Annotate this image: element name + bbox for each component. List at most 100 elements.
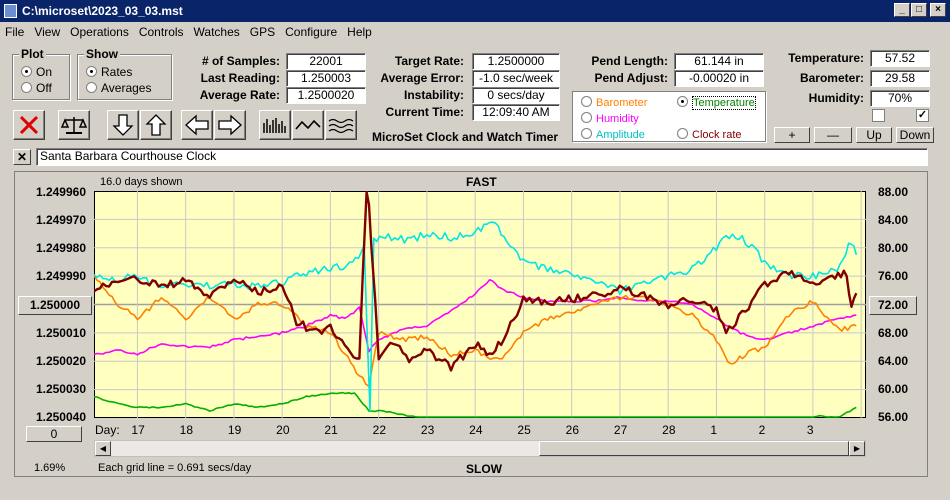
menu-file[interactable]: File (5, 25, 25, 39)
zero-button[interactable]: 0 (26, 426, 82, 442)
scroll-left-arrow[interactable]: ◀ (95, 441, 111, 456)
menu-configure[interactable]: Configure (285, 25, 338, 39)
radio-selected-icon (86, 66, 97, 77)
series-amplitude (94, 221, 858, 412)
menu-operations[interactable]: Operations (70, 25, 129, 39)
arrow-right-icon (218, 114, 242, 136)
up-button[interactable]: Up (856, 127, 892, 143)
humidity-label: Humidity: (808, 91, 864, 105)
close-icon: ✕ (16, 150, 28, 164)
calibrate-button[interactable] (58, 110, 90, 140)
y-right-tick: 84.00 (877, 213, 908, 227)
instability-field: 0 secs/day (472, 87, 560, 104)
pend-adjust-label: Pend Adjust: (594, 71, 668, 85)
plot-group: Plot On Off (12, 47, 70, 100)
x-axis-label: Day: (95, 423, 120, 437)
menu-help[interactable]: Help (347, 25, 372, 39)
triangle-right-icon: ▶ (853, 444, 861, 453)
x-tick-label: 25 (517, 423, 531, 437)
x-tick-label: 27 (613, 423, 628, 437)
radio-empty-icon (581, 112, 592, 123)
plus-button[interactable]: + (774, 127, 810, 143)
plot-off-radio[interactable]: Off (21, 81, 52, 95)
radio-empty-icon (21, 82, 32, 93)
radio-selected-icon (21, 66, 32, 77)
line-graph-button[interactable] (292, 110, 324, 140)
plot-on-radio[interactable]: On (21, 65, 52, 79)
sensor-amplitude-radio[interactable]: Amplitude (581, 128, 645, 141)
y-left-tick: 1.250030 (35, 382, 86, 396)
sensor-humidity-radio[interactable]: Humidity (581, 112, 639, 125)
line-wave-icon (295, 119, 321, 130)
rate-chart (94, 191, 866, 418)
bar-chart-icon (263, 118, 286, 133)
series-clock-rate (94, 191, 858, 372)
title-bar: C:\microset\2023_03_03.mst _ □ × (0, 0, 950, 22)
current-time-label: Current Time: (385, 105, 464, 119)
barometer-field: 29.58 (870, 70, 930, 87)
show-averages-radio[interactable]: Averages (86, 81, 151, 95)
clock-name-field[interactable]: Santa Barbara Courthouse Clock (36, 148, 928, 166)
y-right-tick: 80.00 (877, 241, 908, 255)
sensor-temperature-radio[interactable]: Temperature (677, 96, 756, 110)
x-tick-label: 28 (662, 423, 676, 437)
y-left-tick: 1.249960 (35, 185, 86, 199)
app-subtitle: MicroSet Clock and Watch Timer (372, 130, 559, 144)
menu-controls[interactable]: Controls (138, 25, 184, 39)
x-tick-label: 3 (806, 423, 814, 437)
temperature-field: 57.52 (870, 50, 930, 67)
x-tick-label: 24 (469, 423, 483, 437)
sensor-clock-rate-label: Clock rate (692, 129, 742, 141)
show-rates-label: Rates (101, 65, 133, 79)
sensor-amplitude-label: Amplitude (596, 129, 645, 141)
plot-group-label: Plot (19, 47, 46, 61)
sensor-barometer-radio[interactable]: Barometer (581, 96, 647, 109)
multi-graph-button[interactable] (325, 110, 357, 140)
clear-button[interactable] (13, 110, 45, 140)
minus-button[interactable]: — (814, 127, 852, 143)
current-time-field: 12:09:40 AM (472, 104, 560, 121)
down-button[interactable]: Down (896, 127, 934, 143)
clear-name-button[interactable]: ✕ (13, 149, 31, 165)
center-sensor-button[interactable]: 72.00 (869, 296, 917, 315)
menu-view[interactable]: View (34, 25, 61, 39)
center-rate-button[interactable]: 1.250000 (18, 296, 92, 315)
series-barometer (94, 274, 857, 387)
scroll-down-button[interactable] (107, 110, 139, 140)
average-error-field: -1.0 sec/week (472, 70, 560, 87)
checkbox-2[interactable]: ✓ (916, 109, 929, 122)
plot-on-label: On (36, 65, 53, 79)
bar-graph-button[interactable] (259, 110, 291, 140)
scrollbar-thumb[interactable] (539, 441, 849, 456)
y-left-tick: 1.249970 (35, 213, 86, 227)
menu-gps[interactable]: GPS (249, 25, 276, 39)
scroll-up-button[interactable] (140, 110, 172, 140)
pend-length-field: 61.144 in (674, 53, 764, 70)
show-group-label: Show (84, 47, 120, 61)
radio-empty-icon (677, 128, 688, 139)
last-reading-label: Last Reading: (200, 71, 280, 85)
x-tick-label: 20 (276, 423, 290, 437)
scroll-right-button[interactable] (214, 110, 246, 140)
minimize-button[interactable]: _ (894, 3, 910, 17)
y-left-tick: 1.250040 (35, 410, 86, 424)
slow-label: SLOW (466, 462, 502, 476)
maximize-button[interactable]: □ (911, 3, 927, 17)
plot-off-label: Off (36, 81, 52, 95)
checkbox-1[interactable] (872, 109, 885, 122)
menu-watches[interactable]: Watches (193, 25, 240, 39)
sensor-barometer-label: Barometer (596, 97, 648, 109)
show-rates-radio[interactable]: Rates (86, 65, 132, 79)
x-tick-row: 17 18 19 20 21 22 23 24 25 26 27 28 1 2 3 (94, 423, 866, 437)
horizontal-scrollbar[interactable]: ◀ ▶ (94, 440, 866, 457)
scroll-left-button[interactable] (181, 110, 213, 140)
scroll-right-arrow[interactable]: ▶ (849, 441, 865, 456)
close-window-button[interactable]: × (930, 3, 946, 17)
arrow-down-icon (112, 114, 134, 136)
sensor-clock-rate-radio[interactable]: Clock rate (677, 128, 742, 141)
arrow-left-icon (185, 114, 209, 136)
samples-field: 22001 (286, 53, 366, 70)
radio-empty-icon (581, 96, 592, 107)
y-right-tick: 60.00 (877, 382, 908, 396)
radio-empty-icon (581, 128, 592, 139)
